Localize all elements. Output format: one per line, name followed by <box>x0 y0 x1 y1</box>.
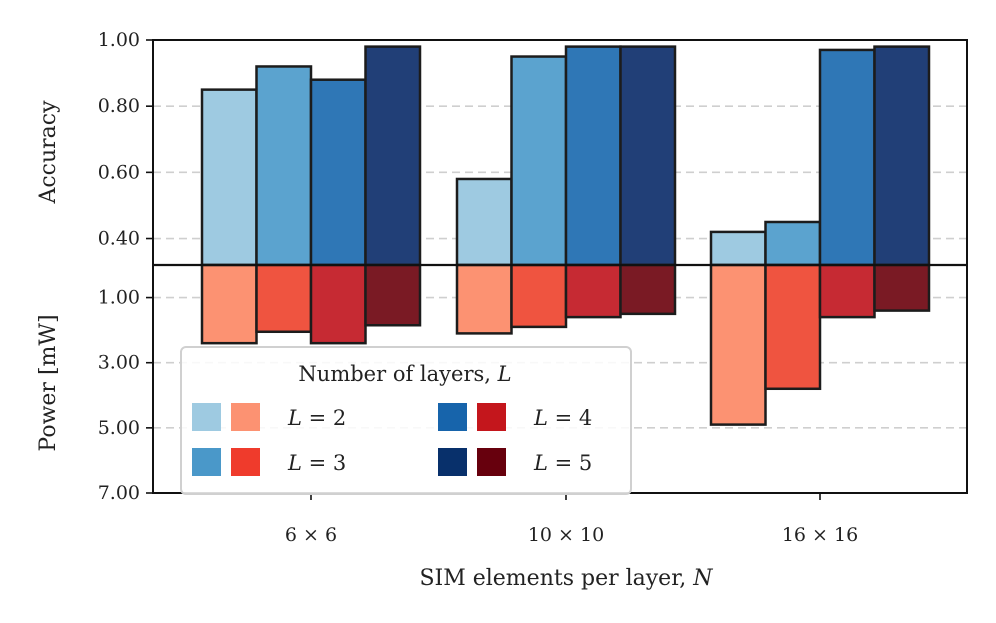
y-tick-label: 7.00 <box>98 482 140 504</box>
bars <box>200 45 931 426</box>
ticks: 0.40 0.60 0.80 1.00 1.00 3.00 5.00 7.00 6 × 6 10 … <box>98 29 858 546</box>
accuracy-bar <box>364 45 422 267</box>
accuracy-bar <box>619 45 677 267</box>
power-bar <box>764 263 822 391</box>
accuracy-bar <box>455 177 513 267</box>
power-bar <box>564 263 622 319</box>
legend: Number of layers, L L = 2 L = 3 L = 4 L = 5 <box>180 346 632 495</box>
y-tick-label: 1.00 <box>98 29 140 51</box>
legend-swatch-red <box>477 403 506 431</box>
x-tick-label: 16 × 16 <box>782 524 858 546</box>
legend-swatch-red <box>231 403 260 431</box>
y-tick-label: 3.00 <box>98 352 140 374</box>
accuracy-bar <box>564 45 622 267</box>
legend-box <box>180 346 632 495</box>
x-axis-label: SIM elements per layer, N <box>419 566 713 591</box>
accuracy-bar <box>818 48 876 267</box>
power-bar <box>709 263 767 426</box>
x-tick-label: 6 × 6 <box>285 524 337 546</box>
accuracy-bar <box>200 88 258 267</box>
legend-label: L = 3 <box>287 451 346 475</box>
power-bar <box>309 263 367 345</box>
accuracy-bar <box>764 220 822 267</box>
power-bar <box>364 263 422 327</box>
accuracy-bar <box>309 78 367 267</box>
y-tick-label: 0.40 <box>98 228 140 250</box>
y-axis-label-accuracy: Accuracy <box>36 100 61 205</box>
accuracy-bar <box>709 230 767 267</box>
accuracy-bar <box>255 65 313 267</box>
legend-title: Number of layers, L <box>298 362 511 386</box>
legend-label: L = 2 <box>287 406 346 430</box>
legend-swatch-blue <box>192 403 221 431</box>
legend-swatch-blue <box>438 403 467 431</box>
power-bar <box>455 263 513 335</box>
accuracy-bar <box>873 45 931 267</box>
legend-swatch-red <box>477 448 506 476</box>
y-tick-label: 0.80 <box>98 95 140 117</box>
legend-swatch-red <box>231 448 260 476</box>
y-tick-label: 5.00 <box>98 417 140 439</box>
legend-label: L = 4 <box>533 406 592 430</box>
y-tick-label: 0.60 <box>98 161 140 183</box>
x-tick-label: 10 × 10 <box>528 524 604 546</box>
power-bar <box>818 263 876 319</box>
power-bar <box>510 263 568 329</box>
legend-swatch-blue <box>438 448 467 476</box>
y-axis-label-power: Power [mW] <box>36 314 61 451</box>
legend-label: L = 5 <box>533 451 592 475</box>
accuracy-bar <box>510 55 568 267</box>
power-bar <box>619 263 677 316</box>
y-tick-label: 1.00 <box>98 287 140 309</box>
power-bar <box>255 263 313 334</box>
power-bar <box>873 263 931 312</box>
power-bar <box>200 263 258 345</box>
legend-swatch-blue <box>192 448 221 476</box>
